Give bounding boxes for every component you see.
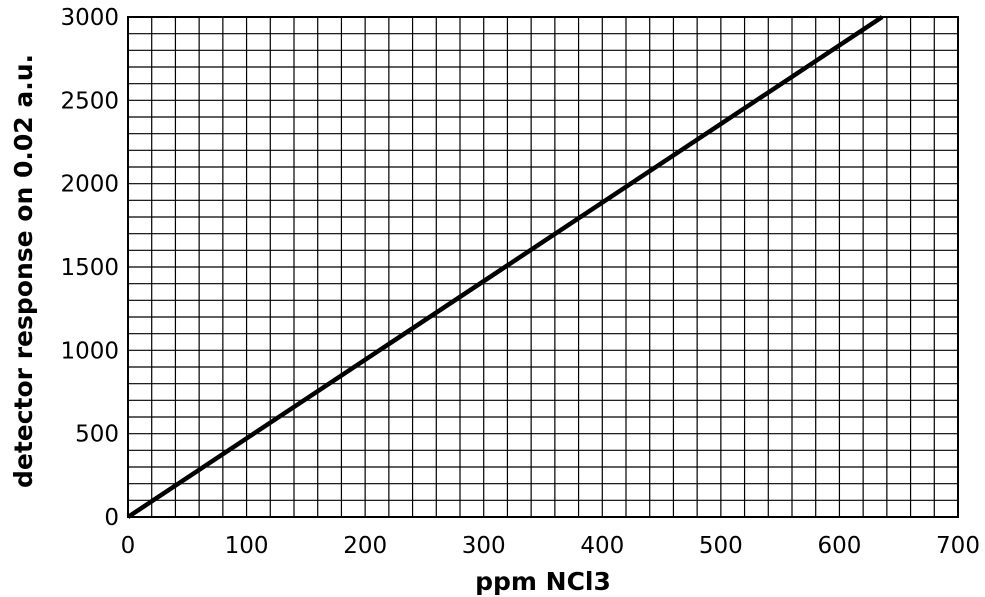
grid [128,17,958,517]
y-tick-label: 500 [75,422,119,448]
x-tick-label: 100 [225,533,269,559]
y-tick-label: 1000 [60,338,119,364]
y-tick-label: 1500 [60,255,119,281]
series-layer [126,15,884,519]
y-axis-ticks: 0 500 1000 1500 2000 2500 3000 [60,5,119,531]
x-tick-label: 300 [462,533,506,559]
y-tick-label: 3000 [60,5,119,31]
x-tick-label: 600 [817,533,861,559]
x-tick-label: 700 [936,533,980,559]
plot-frame [127,16,959,518]
y-axis-title: detector response on 0.02 a.u. [9,54,38,488]
x-tick-label: 0 [121,533,136,559]
x-axis-ticks: 0 100 200 300 400 500 600 700 [121,533,980,559]
y-tick-label: 2000 [60,172,119,198]
x-tick-label: 400 [580,533,624,559]
y-tick-label: 2500 [60,88,119,114]
series-line [126,15,884,519]
x-tick-label: 500 [699,533,743,559]
x-tick-label: 200 [343,533,387,559]
x-axis-title: ppm NCl3 [475,567,611,596]
y-tick-label: 0 [104,505,119,531]
